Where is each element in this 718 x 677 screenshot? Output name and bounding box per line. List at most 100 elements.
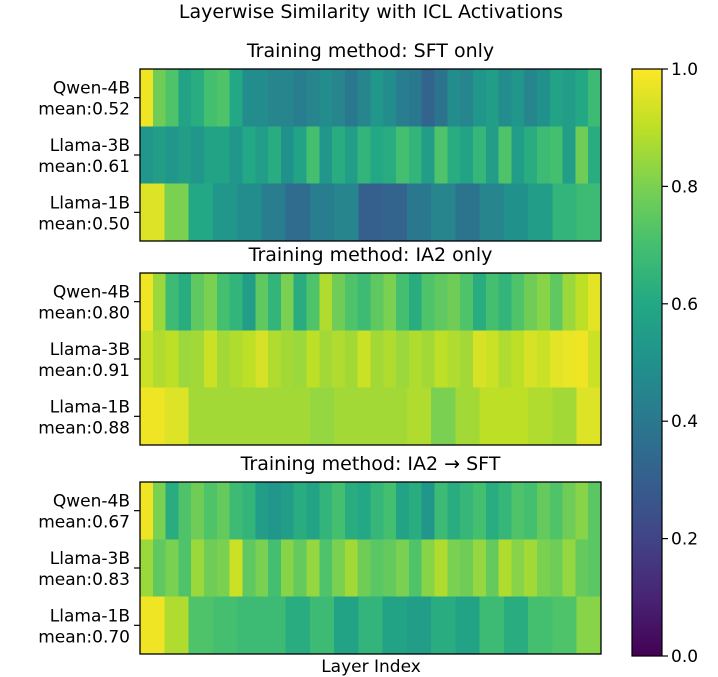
heatmap-cell xyxy=(562,482,576,540)
heatmap-cell xyxy=(216,330,231,388)
heatmap-cell xyxy=(204,539,218,597)
heatmap-cell xyxy=(152,273,167,331)
colorbar-tick-label: 0.0 xyxy=(671,647,698,667)
heatmap-cell xyxy=(332,539,346,597)
heatmap-cell xyxy=(229,539,244,597)
heatmap-cell xyxy=(285,596,311,655)
heatmap-cell xyxy=(242,482,256,540)
heatmap-cell xyxy=(588,330,602,388)
heatmap-cell xyxy=(229,482,244,540)
heatmap-cell xyxy=(285,183,311,242)
heatmap-cell xyxy=(306,273,320,331)
heatmap-cell xyxy=(140,126,154,184)
heatmap-cell xyxy=(552,596,578,655)
heatmap-cell xyxy=(562,126,576,184)
heatmap-cell xyxy=(306,482,320,540)
heatmap-cell xyxy=(204,126,218,184)
row-mean-label: mean:0.91 xyxy=(38,361,130,381)
heatmap-cell xyxy=(472,482,487,540)
heatmap-cell xyxy=(165,126,180,184)
heatmap-cell xyxy=(460,539,474,597)
heatmap-cell xyxy=(229,69,244,127)
heatmap-cell xyxy=(152,69,167,127)
heatmap-cell xyxy=(524,69,538,127)
heatmap-cell xyxy=(242,330,256,388)
heatmap-cell xyxy=(280,126,295,184)
heatmap-cell xyxy=(216,273,231,331)
heatmap-cell xyxy=(408,273,423,331)
heatmap-cell xyxy=(140,69,154,127)
heatmap-cell xyxy=(370,539,384,597)
heatmap-cell xyxy=(216,126,231,184)
heatmap-cell xyxy=(382,387,408,446)
colorbar-tick-label: 0.2 xyxy=(671,530,698,550)
heatmap-cell xyxy=(191,482,205,540)
row-mean-label: mean:0.61 xyxy=(38,157,130,177)
panel-frame xyxy=(139,68,602,242)
row-model-label: Qwen-4B xyxy=(53,492,130,512)
heatmap-cell xyxy=(460,69,474,127)
heatmap-cell xyxy=(332,330,346,388)
row-model-label: Qwen-4B xyxy=(53,283,130,303)
heatmap-cell xyxy=(165,539,180,597)
heatmap-cell xyxy=(255,539,269,597)
heatmap-cell xyxy=(293,482,308,540)
heatmap-cell xyxy=(332,482,346,540)
heatmap-cell xyxy=(562,539,576,597)
heatmap-cell xyxy=(370,126,384,184)
heatmap-cell xyxy=(472,330,487,388)
heatmap-cell xyxy=(485,539,500,597)
heatmap-cell xyxy=(575,539,589,597)
heatmap-cell xyxy=(485,330,500,388)
heatmap-cell xyxy=(268,482,282,540)
row-mean-label: mean:0.52 xyxy=(38,100,130,120)
heatmap-cell xyxy=(332,69,346,127)
heatmap-cell xyxy=(431,183,457,242)
heatmap-cell xyxy=(503,596,529,655)
heatmap-cell xyxy=(524,330,538,388)
heatmap-cell xyxy=(306,69,320,127)
heatmap-cell xyxy=(268,273,282,331)
heatmap-cell xyxy=(293,273,308,331)
heatmap-cell xyxy=(498,69,512,127)
heatmap-cell xyxy=(357,482,372,540)
heatmap-cell xyxy=(255,126,269,184)
heatmap-cell xyxy=(447,482,461,540)
heatmap-cell xyxy=(229,126,244,184)
heatmap-cell xyxy=(357,539,372,597)
heatmap-cell xyxy=(406,387,432,446)
heatmap-cell xyxy=(255,482,269,540)
heatmap-cell xyxy=(396,69,410,127)
row-mean-label: mean:0.50 xyxy=(38,214,130,234)
figure-title: Layerwise Similarity with ICL Activation… xyxy=(179,1,563,23)
heatmap-cell xyxy=(503,387,529,446)
heatmap-cell xyxy=(447,69,461,127)
heatmap-panel: Training method: IA2 onlyQwen-4Bmean:0.8… xyxy=(38,244,602,446)
heatmap-cell xyxy=(140,330,154,388)
heatmap-cell xyxy=(588,126,602,184)
heatmap-cell xyxy=(562,330,576,388)
heatmap-cell xyxy=(383,273,397,331)
heatmap-cell xyxy=(549,126,564,184)
heatmap-cell xyxy=(511,69,525,127)
heatmap-cell xyxy=(204,330,218,388)
heatmap-cell xyxy=(536,69,551,127)
heatmap-cell xyxy=(306,539,320,597)
heatmap-cell xyxy=(588,482,602,540)
heatmap-cell xyxy=(511,482,525,540)
heatmap-cell xyxy=(261,387,287,446)
row-model-label: Llama-3B xyxy=(50,340,130,360)
heatmap-cell xyxy=(396,273,410,331)
heatmap-cell xyxy=(575,273,589,331)
heatmap-cell xyxy=(434,539,448,597)
heatmap-cell xyxy=(408,330,423,388)
heatmap-cell xyxy=(460,330,474,388)
heatmap-cell xyxy=(524,273,538,331)
heatmap-cell xyxy=(178,330,192,388)
heatmap-cell xyxy=(503,183,529,242)
heatmap-cell xyxy=(431,596,457,655)
heatmap-cell xyxy=(216,482,231,540)
heatmap-cell xyxy=(447,539,461,597)
heatmap-cell xyxy=(165,273,180,331)
heatmap-cell xyxy=(358,387,384,446)
